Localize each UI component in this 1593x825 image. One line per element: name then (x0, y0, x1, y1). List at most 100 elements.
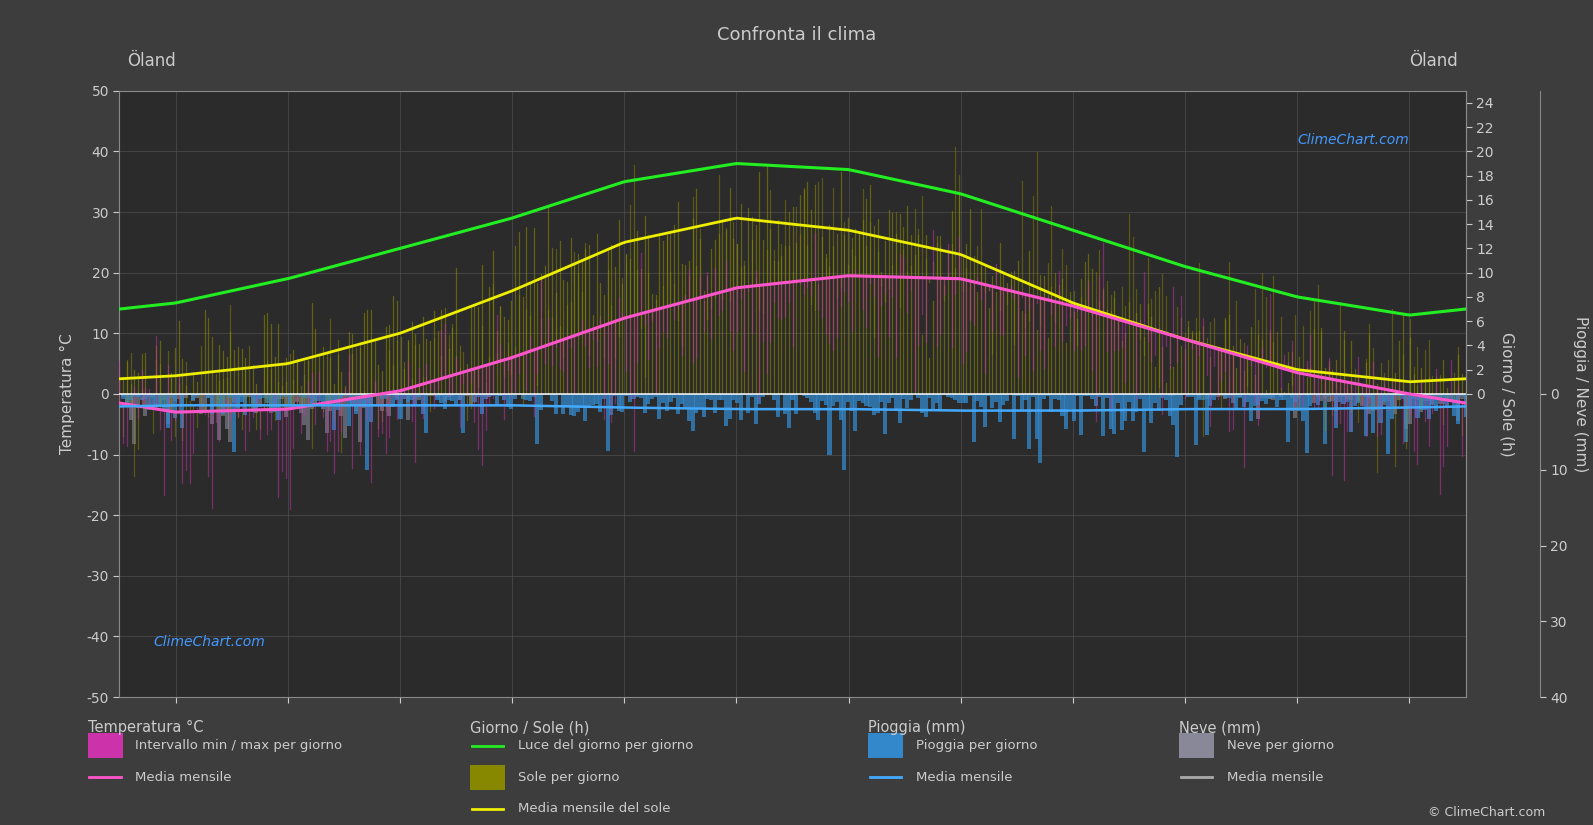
Bar (432, 394, 436, 396)
Bar (961, 394, 965, 403)
Bar (1137, 394, 1142, 399)
Bar (664, 394, 669, 411)
Bar (695, 394, 698, 412)
Bar (1249, 394, 1254, 396)
Bar (376, 394, 381, 404)
Bar (1223, 394, 1227, 398)
Bar (233, 394, 236, 402)
Bar (370, 394, 373, 405)
Bar (1290, 394, 1294, 398)
Bar (443, 394, 448, 402)
Text: Giorno / Sole (h): Giorno / Sole (h) (470, 720, 589, 735)
Bar (188, 394, 191, 395)
Bar (642, 394, 647, 413)
Bar (381, 394, 384, 412)
Bar (1356, 394, 1360, 403)
Bar (846, 394, 851, 402)
Bar (295, 394, 299, 403)
Bar (1045, 394, 1050, 396)
Bar (865, 394, 868, 406)
Bar (1263, 394, 1268, 404)
Bar (1327, 394, 1330, 402)
Bar (919, 394, 924, 412)
Bar (487, 394, 491, 397)
Bar (247, 394, 252, 395)
Bar (306, 394, 311, 398)
Bar (843, 394, 846, 469)
Bar (1204, 394, 1209, 435)
Bar (1160, 394, 1164, 398)
Bar (143, 394, 148, 399)
Bar (255, 394, 258, 412)
Bar (746, 394, 750, 413)
Bar (1383, 394, 1386, 405)
Bar (1427, 394, 1431, 401)
Bar (1112, 394, 1117, 434)
Bar (1367, 394, 1372, 398)
Bar (910, 394, 913, 400)
Bar (288, 394, 292, 409)
Bar (773, 394, 776, 400)
Bar (860, 394, 865, 403)
Bar (787, 394, 790, 428)
Bar (1434, 394, 1438, 398)
Bar (174, 394, 177, 401)
Bar (392, 394, 395, 407)
Bar (680, 394, 683, 404)
Bar (191, 394, 196, 401)
Bar (1235, 394, 1238, 408)
Bar (513, 394, 518, 399)
Bar (387, 394, 392, 396)
Bar (703, 394, 706, 417)
Bar (147, 394, 151, 398)
Bar (121, 394, 126, 398)
Bar (347, 394, 350, 396)
Bar (358, 394, 362, 403)
Bar (217, 394, 221, 404)
Bar (147, 394, 151, 409)
Bar (194, 394, 199, 398)
Bar (983, 394, 986, 427)
Bar (1190, 394, 1193, 397)
Bar (761, 394, 765, 397)
Bar (121, 394, 126, 397)
Bar (1212, 394, 1215, 395)
Bar (1260, 394, 1265, 398)
Bar (476, 394, 479, 395)
Bar (280, 394, 284, 399)
Bar (1209, 394, 1212, 398)
Bar (628, 394, 632, 402)
Bar (672, 394, 675, 398)
Bar (924, 394, 927, 417)
Bar (1230, 394, 1235, 403)
Text: Luce del giorno per giorno: Luce del giorno per giorno (518, 739, 693, 752)
Bar (1027, 394, 1031, 449)
Bar (812, 394, 817, 412)
Bar (155, 394, 158, 407)
Bar (1230, 394, 1235, 396)
Text: Media mensile: Media mensile (916, 771, 1013, 784)
Bar (194, 394, 199, 396)
Bar (1220, 394, 1223, 395)
Bar (1327, 394, 1330, 396)
Bar (569, 394, 572, 415)
Bar (1344, 394, 1349, 399)
Bar (546, 394, 551, 395)
Bar (1171, 394, 1176, 425)
Bar (650, 394, 655, 398)
Text: Intervallo min / max per giorno: Intervallo min / max per giorno (135, 739, 342, 752)
Bar (217, 394, 221, 440)
Text: Media mensile del sole: Media mensile del sole (518, 802, 671, 815)
Bar (784, 394, 787, 414)
Bar (339, 394, 344, 398)
Bar (647, 394, 650, 403)
Bar (350, 394, 355, 406)
Bar (521, 394, 524, 399)
Bar (1090, 394, 1094, 399)
Bar (1050, 394, 1053, 412)
Bar (132, 394, 137, 396)
Bar (277, 394, 280, 420)
Bar (446, 394, 451, 400)
Bar (838, 394, 843, 420)
Bar (365, 394, 370, 469)
